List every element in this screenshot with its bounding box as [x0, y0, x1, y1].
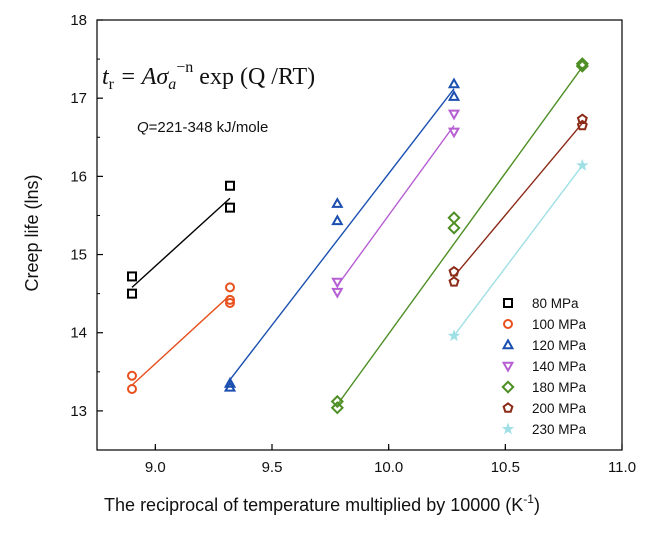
point-140-mpa [447, 127, 461, 139]
legend-label-140-mpa: 140 MPa [532, 359, 587, 374]
point-100-mpa [225, 298, 235, 309]
fit-line-180-mpa [336, 66, 583, 406]
point-100-mpa [127, 370, 137, 381]
point-140-mpa [331, 277, 344, 289]
point-200-mpa [448, 265, 460, 277]
y-axis-title: Creep life (lns) [22, 174, 42, 291]
legend-label-200-mpa: 200 MPa [532, 401, 587, 416]
point-230-mpa [447, 329, 461, 342]
q-symbol: Q [137, 119, 149, 136]
point-180-mpa [330, 401, 344, 415]
legend-marker-230-mpa [501, 422, 515, 435]
point-230-mpa [576, 158, 589, 171]
eq-tail: exp (Q /RT) [193, 64, 315, 90]
eq-rest: = Aσ [114, 64, 169, 90]
y-tick-label: 15 [70, 247, 87, 264]
point-200-mpa [576, 119, 588, 131]
legend-label-230-mpa: 230 MPa [532, 422, 587, 437]
x-axis-title-main: The reciprocal of temperature multiplied… [104, 495, 523, 515]
point-120-mpa [447, 89, 461, 101]
y-tick-label: 14 [70, 325, 87, 342]
x-tick-label: 11.0 [608, 459, 636, 476]
legend-marker-180-mpa [501, 380, 515, 394]
point-80-mpa [127, 271, 137, 282]
point-80-mpa [225, 202, 235, 213]
point-80-mpa [225, 180, 235, 191]
point-100-mpa [225, 294, 235, 305]
fit-line-80-mpa [131, 197, 231, 288]
x-tick-label: 10.5 [491, 459, 520, 476]
point-140-mpa [331, 287, 344, 299]
point-180-mpa [575, 59, 589, 73]
point-120-mpa [223, 380, 237, 392]
legend-marker-100-mpa [503, 319, 513, 329]
eq-t: t [102, 64, 110, 90]
fit-line-140-mpa [336, 125, 455, 287]
point-120-mpa [331, 197, 344, 208]
point-100-mpa [225, 282, 235, 293]
legend-label-80-mpa: 80 MPa [532, 296, 579, 311]
q-text: =221-348 kJ/mole [149, 119, 269, 136]
x-tick-label: 10.0 [374, 459, 403, 476]
point-180-mpa [575, 57, 589, 71]
eq-sub-a: a [168, 76, 176, 93]
legend-label-180-mpa: 180 MPa [532, 380, 587, 395]
x-axis-title: The reciprocal of temperature multiplied… [104, 492, 540, 515]
data-points [127, 57, 589, 415]
x-tick-label: 9.0 [145, 459, 166, 476]
legend-marker-120-mpa [501, 338, 515, 350]
x-tick-label: 9.5 [262, 459, 283, 476]
fit-line-120-mpa [229, 88, 455, 381]
point-200-mpa [576, 113, 588, 125]
legend-marker-80-mpa [503, 298, 513, 308]
point-120-mpa [331, 214, 344, 226]
legend-label-120-mpa: 120 MPa [532, 338, 587, 353]
fit-line-200-mpa [453, 122, 583, 277]
point-120-mpa [447, 77, 461, 89]
y-tick-label: 17 [70, 90, 87, 107]
y-tick-label: 18 [70, 12, 87, 29]
point-80-mpa [127, 288, 137, 299]
point-180-mpa [330, 394, 344, 409]
point-140-mpa [447, 109, 461, 121]
eq-sup: −n [176, 59, 193, 76]
fit-line-230-mpa [453, 164, 583, 337]
point-200-mpa [448, 276, 460, 287]
y-tick-label: 13 [70, 403, 87, 420]
point-100-mpa [127, 384, 137, 395]
legend: 80 MPa 100 MPa 120 MPa 140 MPa 180 MPa 200 MP… [501, 296, 587, 437]
fit-line-100-mpa [131, 294, 231, 386]
axes: 9.0 9.5 10.0 10.5 11.0 13 14 15 16 17 18 [70, 12, 636, 476]
legend-marker-200-mpa [502, 402, 514, 413]
x-axis-title-suffix: ) [534, 495, 540, 515]
legend-marker-140-mpa [501, 361, 515, 373]
point-120-mpa [223, 376, 237, 388]
plot-frame [96, 19, 623, 451]
activation-energy-annotation: Q=221-348 kJ/mole [137, 119, 268, 136]
x-axis-title-sup: -1 [523, 492, 534, 506]
equation-annotation: tr = Aσa−n exp (Q /RT) [102, 59, 315, 93]
y-tick-label: 16 [70, 168, 87, 185]
legend-label-100-mpa: 100 MPa [532, 317, 587, 332]
fit-lines [131, 66, 583, 406]
eq-sub-r: r [109, 76, 115, 93]
point-180-mpa [447, 221, 461, 235]
